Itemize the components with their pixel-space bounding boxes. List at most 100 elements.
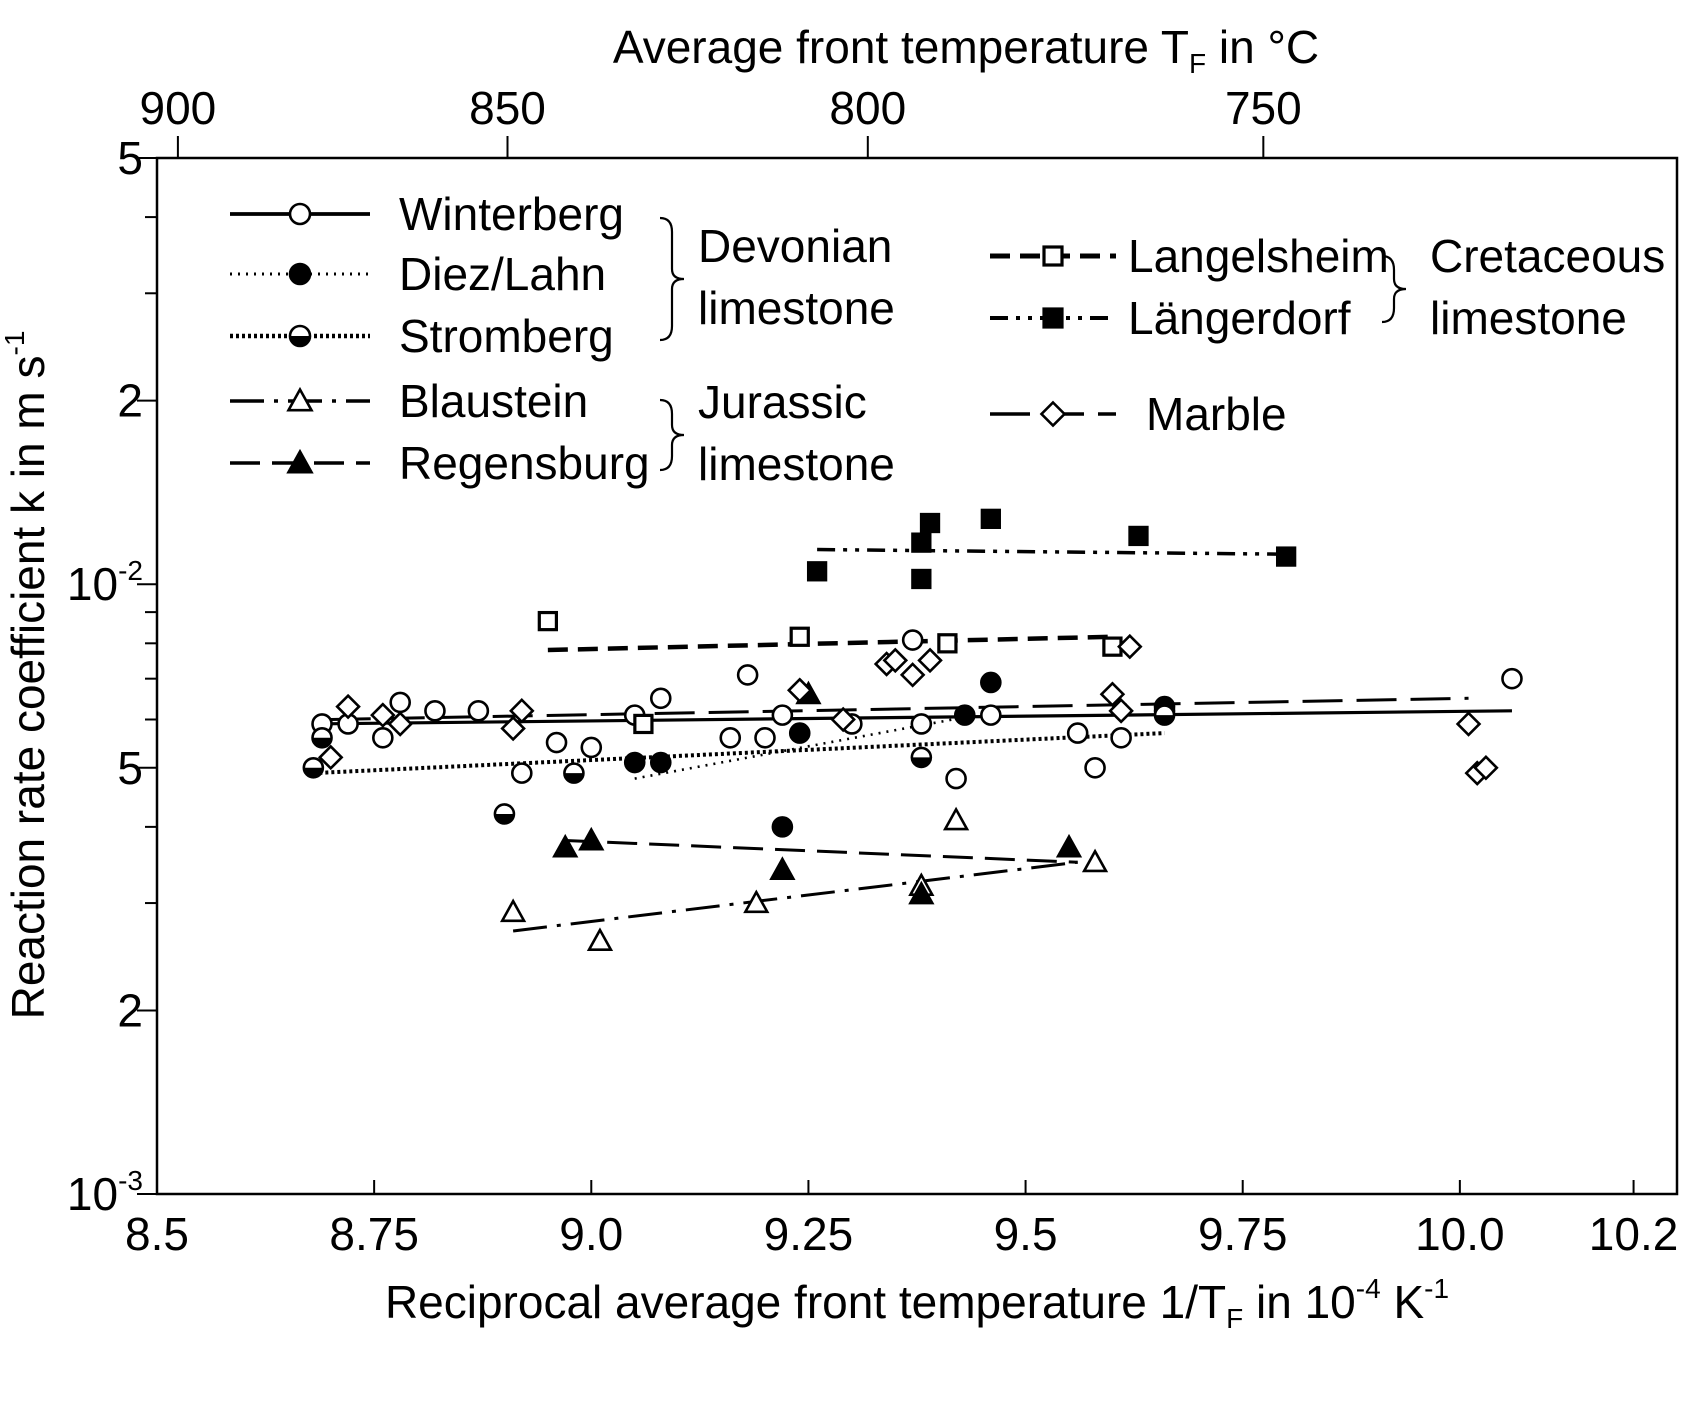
data-point-diamond-open	[899, 662, 926, 688]
marker-shape	[509, 698, 535, 724]
legend-label: Marble	[1146, 388, 1287, 440]
y-axis-title: Reaction rate coefficient k in m s-1	[0, 331, 54, 1020]
data-point-circle-half	[1153, 704, 1176, 726]
marker-shape	[806, 561, 828, 582]
marker-shape	[317, 744, 344, 771]
top-tick-label: 900	[140, 82, 217, 134]
data-point-square-filled	[919, 512, 941, 534]
data-point-triangle-open	[743, 889, 770, 914]
marker-shape	[1117, 633, 1143, 660]
marker-shape	[754, 726, 776, 749]
marker-shape	[370, 702, 396, 728]
data-point-square-open	[789, 626, 810, 647]
data-point-square-filled	[1128, 525, 1149, 547]
data-point-diamond-open	[1455, 711, 1482, 737]
marker-shape	[1455, 711, 1482, 737]
marker-shape	[552, 833, 579, 858]
data-point-triangle-open	[586, 927, 614, 951]
x-tick-label: 10.2	[1589, 1208, 1679, 1260]
marker-shape	[1108, 698, 1134, 724]
marker-shape	[545, 731, 568, 754]
marker-shape	[623, 751, 646, 774]
data-point-triangle-filled	[769, 856, 796, 880]
y-tick-label: 2	[117, 375, 143, 427]
data-point-circle-open	[1084, 756, 1106, 779]
data-point-circle-open	[580, 736, 603, 759]
marker-fill	[312, 737, 332, 748]
marker-shape	[389, 691, 412, 714]
data-point-triangle-open	[942, 806, 970, 831]
marker-shape	[288, 202, 312, 226]
marker-shape	[911, 532, 932, 553]
marker-shape	[424, 700, 446, 722]
x-axis-title-sup1: -4	[1356, 1273, 1381, 1304]
data-point-circle-half	[493, 803, 516, 825]
marker-shape	[910, 713, 933, 735]
data-point-circle-half	[302, 756, 325, 779]
data-point-diamond-open	[882, 647, 909, 674]
x-axis-title-main: Reciprocal average front temperature 1/T	[385, 1276, 1226, 1328]
marker-shape	[1084, 756, 1106, 779]
legend-marker-circle-half	[288, 324, 312, 348]
brace-jurassic	[659, 398, 685, 472]
marker-fill	[1155, 715, 1175, 725]
data-point-square-open	[937, 633, 958, 654]
marker-shape	[1110, 726, 1132, 749]
marker-shape	[1081, 848, 1109, 873]
marker-shape	[1055, 833, 1083, 858]
data-point-circle-half	[563, 762, 585, 784]
fit-line-triangle-open	[512, 860, 1078, 933]
marker-shape	[586, 927, 614, 951]
marker-shape	[919, 512, 941, 534]
legend-label: Längerdorf	[1128, 292, 1351, 344]
legend-label: Langelsheim	[1128, 230, 1389, 282]
y-axis-title-group: Reaction rate coefficient k in m s-1	[0, 331, 54, 1020]
legend-marker-square-filled	[1042, 307, 1064, 329]
data-point-diamond-open	[1108, 698, 1134, 724]
legend-marker-circle-filled	[288, 262, 312, 286]
data-point-circle-filled	[771, 816, 794, 838]
marker-fill	[564, 773, 584, 783]
data-point-diamond-open	[830, 706, 856, 733]
data-point-diamond-open	[335, 693, 361, 720]
marker-shape	[387, 711, 413, 737]
x-axis-title-mid: in 10	[1243, 1276, 1356, 1328]
marker-shape	[882, 647, 909, 674]
data-point-diamond-open	[917, 647, 943, 674]
data-point-diamond-open	[1117, 633, 1143, 660]
fit-line-circle-half	[313, 731, 1165, 776]
data-point-circle-open	[467, 700, 490, 722]
brace-cretaceous	[1381, 254, 1407, 324]
data-point-circle-half	[311, 726, 333, 749]
x-tick-label: 10.0	[1415, 1208, 1505, 1260]
y-axis-title-sup: -1	[0, 331, 30, 356]
legend-group-devonian-line: Devonian	[698, 220, 892, 272]
data-point-square-filled	[1275, 546, 1297, 567]
data-point-square-open	[633, 713, 654, 735]
marker-shape	[510, 762, 533, 784]
marker-fill	[290, 336, 310, 346]
legend-marker-circle-open	[288, 202, 312, 226]
marker-shape	[1275, 546, 1297, 567]
marker-shape	[578, 826, 605, 851]
data-point-triangle-filled	[578, 826, 605, 851]
data-point-circle-open	[424, 700, 446, 722]
x-tick-label: 8.75	[329, 1208, 419, 1260]
legend-label: Regensburg	[399, 437, 650, 489]
marker-shape	[1039, 400, 1067, 428]
data-point-circle-open	[910, 713, 933, 735]
marker-fill	[494, 813, 514, 824]
data-point-circle-open	[510, 762, 533, 784]
data-point-diamond-open	[317, 744, 344, 771]
marker-shape	[500, 715, 526, 742]
data-point-square-open	[537, 610, 559, 632]
marker-shape	[945, 767, 967, 790]
data-point-diamond-open	[1473, 755, 1499, 781]
marker-shape	[580, 736, 603, 759]
data-point-triangle-filled	[552, 833, 579, 858]
legend-label: Diez/Lahn	[399, 248, 606, 300]
legend-label: Stromberg	[399, 310, 614, 362]
marker-shape	[537, 610, 559, 632]
marker-shape	[719, 726, 742, 749]
top-axis-title: Average front temperature TF in °C	[613, 21, 1319, 79]
